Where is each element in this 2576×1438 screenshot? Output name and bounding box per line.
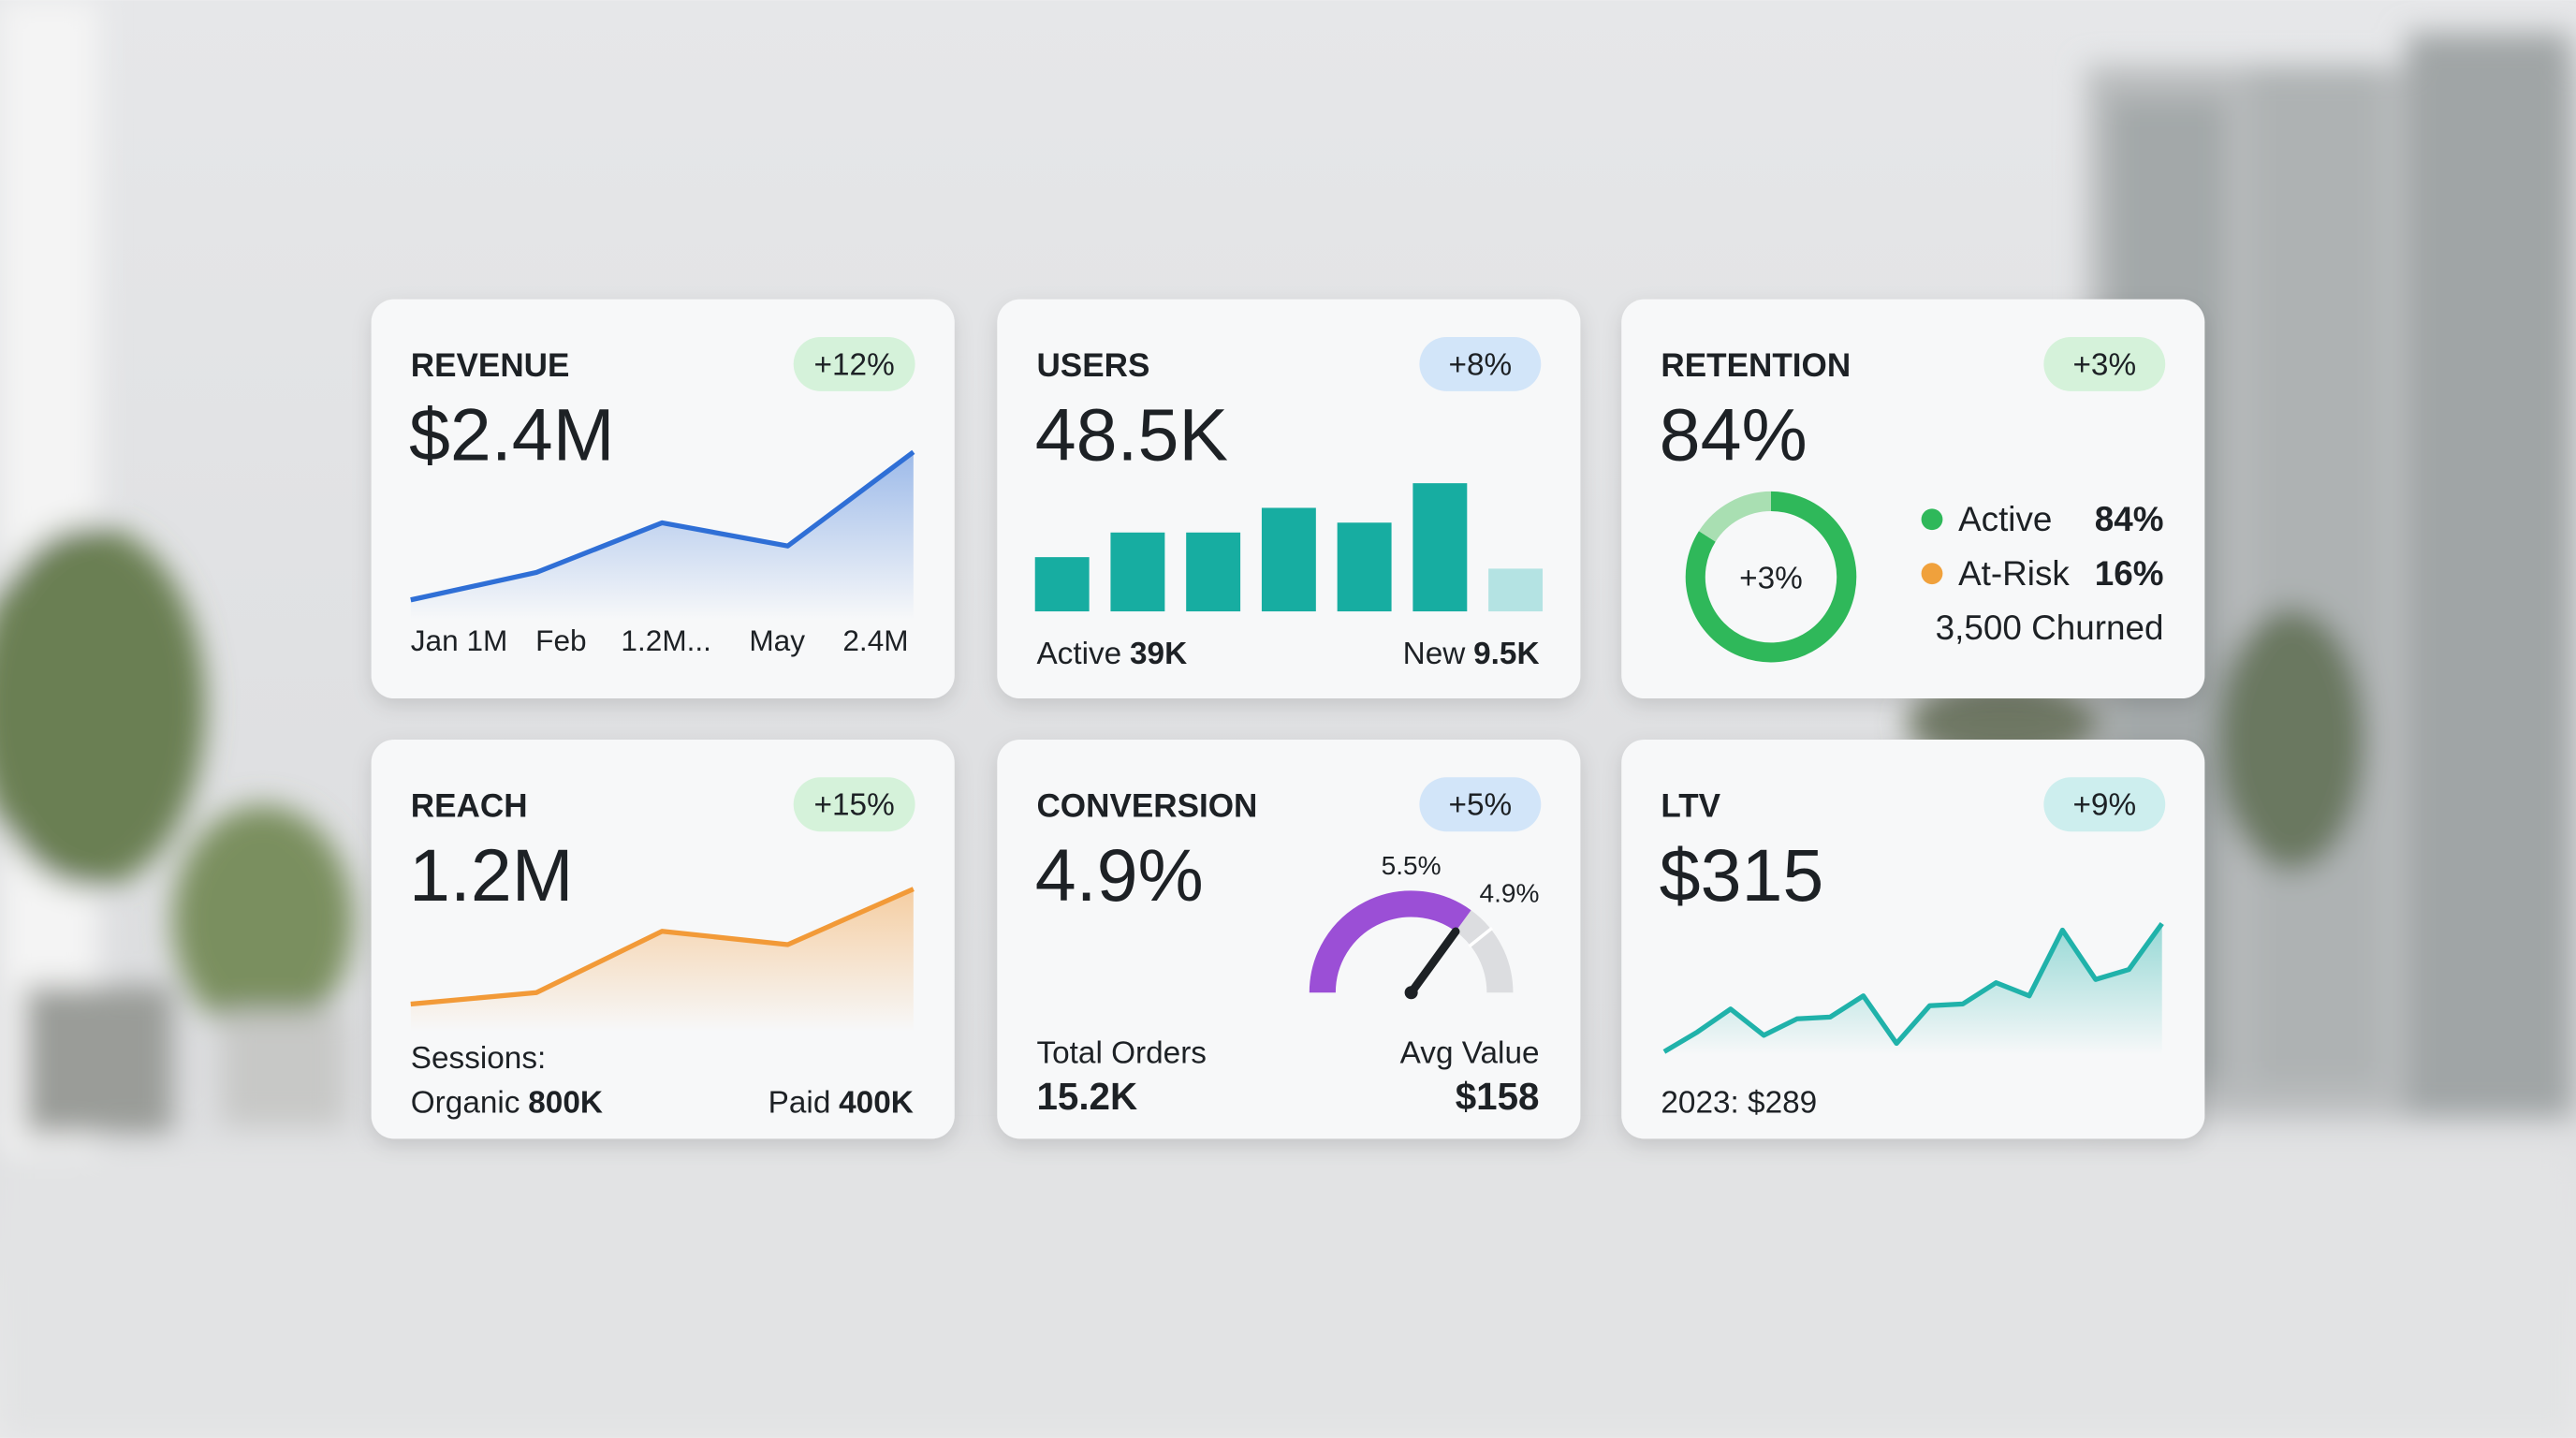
change-badge-text: +5% xyxy=(1449,788,1513,823)
x-label: Jan 1M xyxy=(411,624,508,657)
change-badge xyxy=(2043,336,2166,391)
legend-value: 16% xyxy=(2095,554,2164,593)
gauge-fill xyxy=(1309,890,1471,993)
change-badge xyxy=(1419,336,1542,391)
stat-label: Paid xyxy=(768,1085,831,1120)
target-label: 5.5% xyxy=(1382,851,1442,880)
metric-card: CONVERSION 4.9% +5%5.5% 4.9% Total Orders 15.… xyxy=(997,739,1581,1139)
legend-value: 84% xyxy=(2095,500,2164,538)
legend-dot xyxy=(1921,508,1943,531)
trend-line xyxy=(410,887,915,1007)
headline-value: 84% xyxy=(1660,394,1808,477)
target-tick xyxy=(1468,926,1494,948)
card-background xyxy=(1621,299,2205,699)
stat-value: 39K xyxy=(1130,637,1187,671)
change-badge xyxy=(1419,777,1542,832)
x-label: 2.4M xyxy=(842,624,908,657)
stat-label: Total Orders xyxy=(1036,1036,1207,1071)
bar xyxy=(1261,507,1316,612)
caption: Sessions: xyxy=(411,1041,547,1076)
needle-hub xyxy=(1404,986,1418,1000)
stat-label: Avg Value xyxy=(1400,1036,1540,1071)
change-badge-text: +3% xyxy=(2072,347,2136,382)
note: 3,500 Churned xyxy=(1936,609,2164,647)
area-fill xyxy=(410,888,914,1033)
footer-stat: Paid 400K xyxy=(768,1085,914,1120)
card-title: LTV xyxy=(1661,787,1720,824)
note: 2023: $289 xyxy=(1661,1085,1817,1120)
card-title: REVENUE xyxy=(411,347,570,384)
metric-card: RETENTION 84% +3% Active 84% At-Risk 16% +3% 3,5… xyxy=(1621,299,2205,699)
change-badge-text: +15% xyxy=(814,788,895,823)
headline-value: 1.2M xyxy=(409,834,574,917)
change-badge xyxy=(793,777,915,832)
stat-value: 9.5K xyxy=(1473,637,1539,671)
card-background xyxy=(997,739,1581,1139)
bar xyxy=(1034,557,1090,612)
change-badge-text: +12% xyxy=(814,347,895,382)
headline-value: 48.5K xyxy=(1035,394,1228,477)
bar xyxy=(1110,532,1165,612)
change-badge xyxy=(2043,777,2166,832)
gauge-track xyxy=(1455,910,1514,993)
headline-value: 4.9% xyxy=(1035,834,1204,917)
stat-value: 800K xyxy=(528,1085,603,1120)
x-label: 1.2M... xyxy=(621,624,711,657)
card-title: CONVERSION xyxy=(1036,787,1257,824)
legend-dot xyxy=(1921,563,1943,585)
metric-card: REACH 1.2M +15% Sessions: Organic 800K Paid 400… xyxy=(371,739,955,1139)
trend-line xyxy=(410,449,915,603)
stat-label: New xyxy=(1403,637,1467,671)
metric-card: LTV $315 +9% 2023: $289 xyxy=(1621,739,2205,1139)
card-grid: REVENUE $2.4M +12% Jan 1M Feb 1.2M... May 2.4M U… xyxy=(371,299,2205,1139)
bar xyxy=(1186,532,1241,612)
legend-label: Active xyxy=(1958,500,2052,538)
x-label: May xyxy=(749,624,805,657)
footer-stat: Active 39K xyxy=(1036,637,1187,671)
headline-value: $2.4M xyxy=(409,394,614,477)
metric-card: REVENUE $2.4M +12% Jan 1M Feb 1.2M... May 2.4M xyxy=(371,299,955,699)
change-badge-text: +8% xyxy=(1449,347,1513,382)
metric-card: USERS 48.5K +8% Active 39K New 9.5K xyxy=(997,299,1581,699)
change-badge-text: +9% xyxy=(2072,788,2136,823)
footer-stat: New 9.5K xyxy=(1403,637,1540,671)
card-title: RETENTION xyxy=(1661,347,1851,384)
value-label: 4.9% xyxy=(1480,879,1540,908)
bar xyxy=(1337,522,1392,612)
change-badge xyxy=(793,336,915,391)
footer-stat: Organic 800K xyxy=(411,1085,603,1120)
legend-label: At-Risk xyxy=(1958,554,2070,593)
card-title: USERS xyxy=(1036,347,1149,384)
stat-value: $158 xyxy=(1456,1075,1540,1118)
gauge-needle xyxy=(1407,927,1460,997)
headline-value: $315 xyxy=(1660,834,1824,917)
stat-label: Active xyxy=(1036,637,1121,671)
donut-center-label: +3% xyxy=(1739,561,1803,595)
stat-value: 15.2K xyxy=(1036,1075,1137,1118)
area-fill xyxy=(410,451,914,620)
stat-label: Organic xyxy=(411,1085,520,1120)
bar xyxy=(1412,483,1468,612)
trend-line xyxy=(1662,921,2164,1054)
stat-value: 400K xyxy=(839,1085,914,1120)
card-title: REACH xyxy=(411,787,528,824)
donut-segment xyxy=(1698,491,1772,542)
donut-segment xyxy=(1685,491,1857,663)
bar xyxy=(1488,568,1544,612)
area-fill xyxy=(1663,923,2162,1055)
x-label: Feb xyxy=(535,624,586,657)
